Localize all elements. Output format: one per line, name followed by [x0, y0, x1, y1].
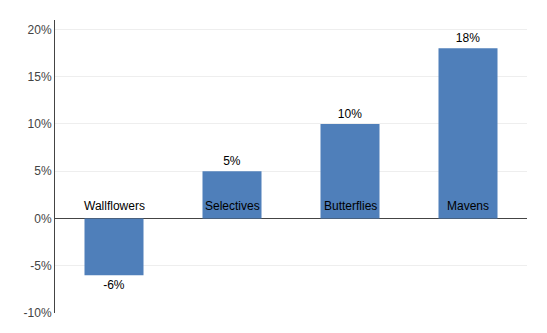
svg-text:0%: 0%	[34, 212, 52, 226]
svg-text:20%: 20%	[28, 23, 52, 37]
svg-text:Mavens: Mavens	[447, 199, 489, 213]
svg-text:Butterflies: Butterflies	[324, 199, 377, 213]
svg-text:Wallflowers: Wallflowers	[84, 199, 145, 213]
svg-text:-5%: -5%	[30, 259, 52, 273]
svg-text:-6%: -6%	[103, 278, 125, 292]
svg-text:10%: 10%	[28, 117, 52, 131]
svg-text:-10%: -10%	[24, 306, 52, 320]
svg-text:15%: 15%	[28, 70, 52, 84]
svg-text:5%: 5%	[34, 164, 52, 178]
svg-text:18%: 18%	[456, 31, 480, 45]
svg-text:10%: 10%	[338, 107, 362, 121]
svg-text:5%: 5%	[223, 154, 241, 168]
svg-text:Selectives: Selectives	[205, 199, 260, 213]
